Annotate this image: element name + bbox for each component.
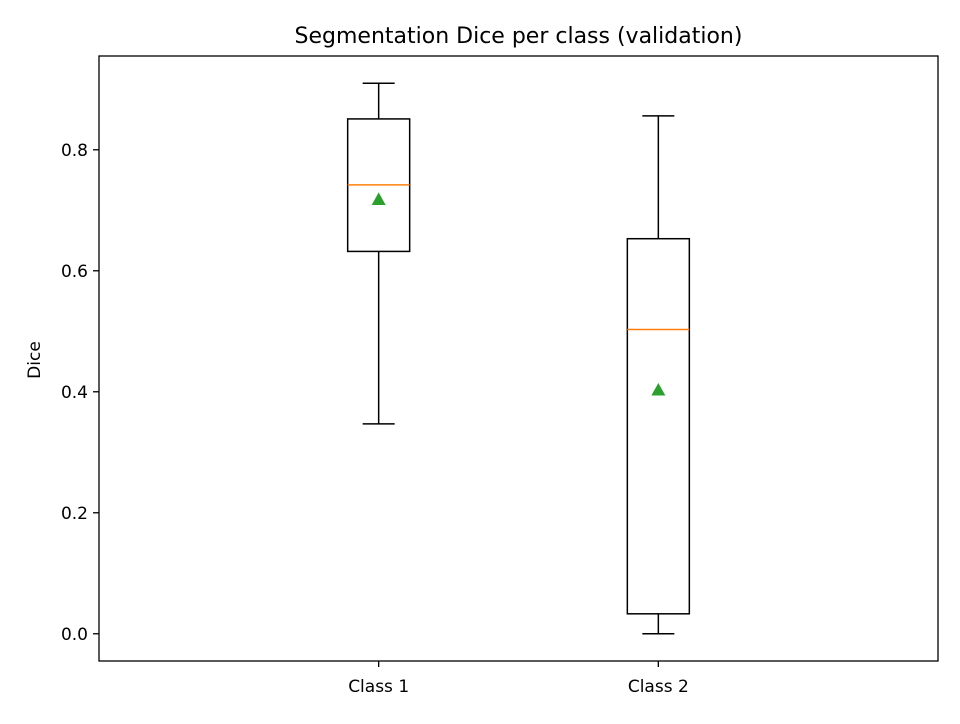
boxes (346, 82, 691, 635)
mean-marker (371, 192, 386, 205)
y-axis-label: Dice (25, 341, 45, 379)
axis-ticks: 0.0 0.2 0.4 0.6 0.8 Class 1 Class 2 (61, 141, 689, 697)
x-tick-label: Class 1 (348, 677, 409, 697)
chart-title: Segmentation Dice per class (validation) (295, 24, 743, 49)
plot-area-frame (98, 55, 939, 662)
interquartile-box (626, 237, 691, 615)
y-tick-label: 0.2 (61, 504, 88, 524)
x-tick-label: Class 2 (628, 677, 689, 697)
box-2 (626, 115, 691, 635)
box-1 (346, 82, 411, 425)
y-tick-label: 0.8 (61, 141, 88, 161)
y-tick-label: 0.4 (61, 383, 88, 403)
mean-marker (651, 382, 666, 396)
y-tick-label: 0.0 (61, 625, 88, 645)
y-tick-label: 0.6 (61, 262, 88, 282)
